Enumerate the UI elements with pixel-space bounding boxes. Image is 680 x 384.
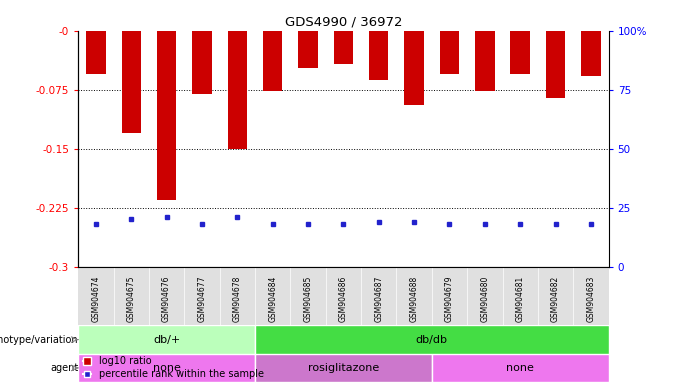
Text: none: none [153, 363, 180, 373]
Text: rosiglitazone: rosiglitazone [308, 363, 379, 373]
Text: GSM904678: GSM904678 [233, 275, 242, 322]
Bar [334, 31, 353, 64]
Bar [255, 354, 432, 382]
Text: GSM904686: GSM904686 [339, 275, 348, 322]
Text: GSM904679: GSM904679 [445, 275, 454, 322]
Bar [511, 31, 530, 74]
Bar [546, 31, 565, 98]
Text: GSM904688: GSM904688 [409, 275, 419, 322]
Bar [157, 31, 176, 200]
Text: GSM904676: GSM904676 [162, 275, 171, 322]
Bar [299, 31, 318, 68]
Text: GSM904681: GSM904681 [515, 275, 525, 322]
Text: GSM904680: GSM904680 [480, 275, 490, 322]
Text: agent: agent [50, 363, 78, 373]
Bar [581, 31, 600, 76]
Bar [432, 354, 609, 382]
Legend: log10 ratio, percentile rank within the sample: log10 ratio, percentile rank within the … [83, 356, 264, 379]
Bar [263, 31, 282, 91]
Text: GSM904675: GSM904675 [126, 275, 136, 322]
Text: none: none [507, 363, 534, 373]
Bar [86, 31, 105, 74]
Bar [122, 31, 141, 133]
Bar [78, 326, 255, 354]
Bar [78, 354, 255, 382]
Bar [475, 31, 494, 91]
Text: GSM904674: GSM904674 [91, 275, 101, 322]
Text: db/+: db/+ [153, 334, 180, 344]
Text: GSM904683: GSM904683 [586, 275, 596, 322]
Text: genotype/variation: genotype/variation [0, 334, 78, 344]
Bar [405, 31, 424, 105]
Bar [369, 31, 388, 80]
Text: GSM904682: GSM904682 [551, 275, 560, 322]
Bar [255, 326, 609, 354]
Text: db/db: db/db [415, 334, 448, 344]
Text: GSM904677: GSM904677 [197, 275, 207, 322]
Title: GDS4990 / 36972: GDS4990 / 36972 [285, 15, 402, 28]
Text: GSM904684: GSM904684 [268, 275, 277, 322]
Bar [192, 31, 211, 94]
Bar [228, 31, 247, 149]
Text: GSM904687: GSM904687 [374, 275, 384, 322]
Bar [440, 31, 459, 74]
Text: GSM904685: GSM904685 [303, 275, 313, 322]
